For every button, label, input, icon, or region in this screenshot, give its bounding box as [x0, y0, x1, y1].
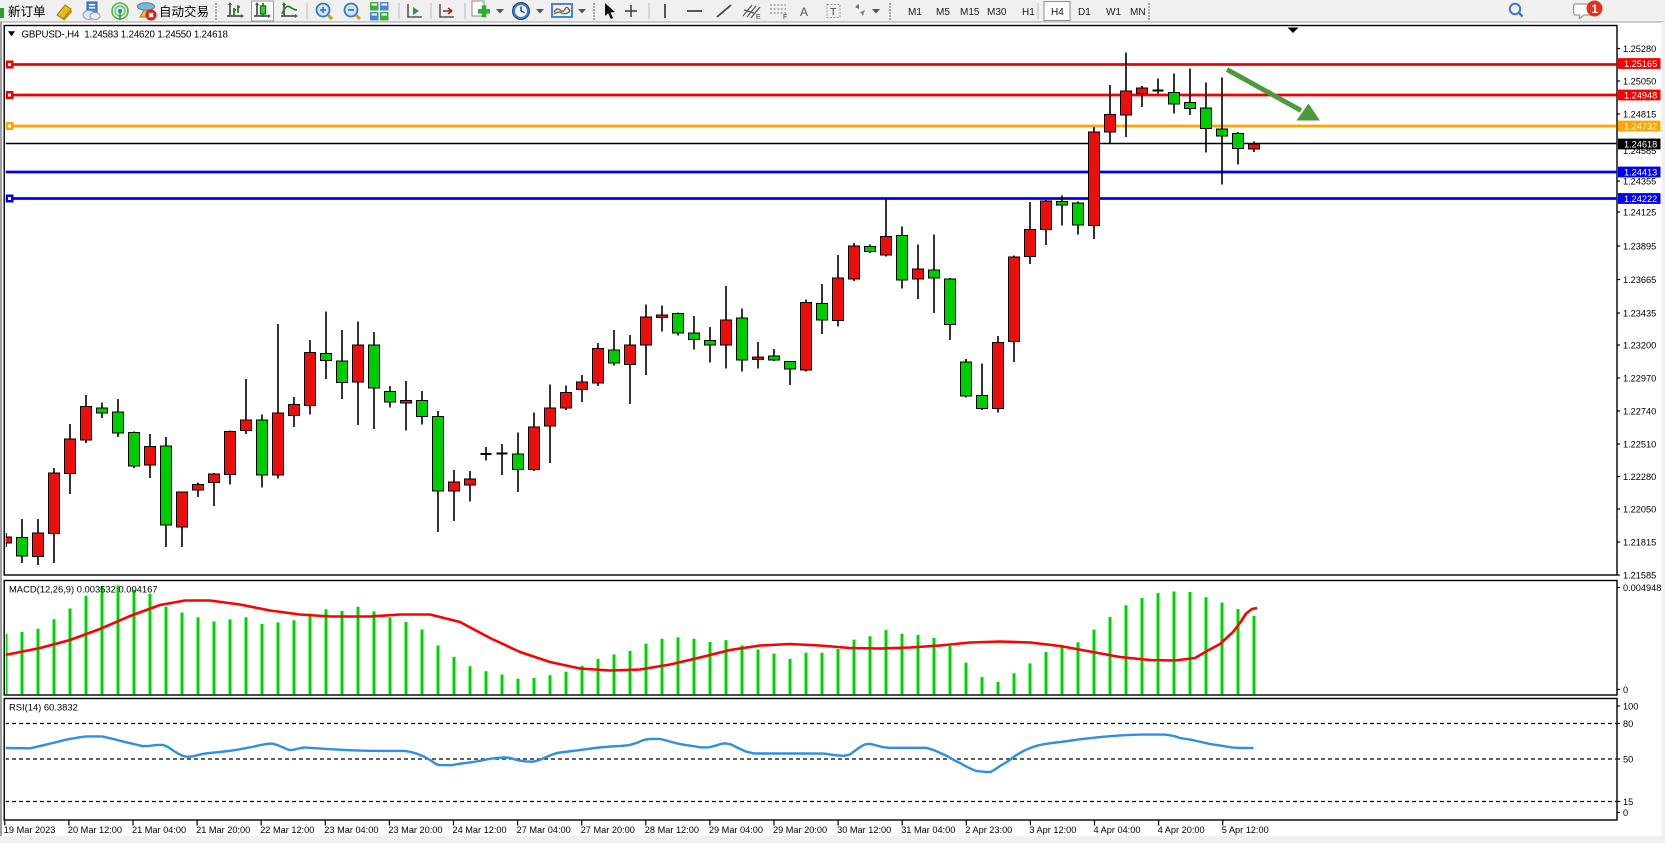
- svg-text:M15: M15: [960, 7, 980, 18]
- svg-text:1.22970: 1.22970: [1623, 373, 1656, 383]
- svg-text:28 Mar 12:00: 28 Mar 12:00: [645, 825, 699, 835]
- svg-text:1.23895: 1.23895: [1623, 241, 1656, 251]
- svg-text:T: T: [830, 6, 837, 18]
- svg-text:H4: H4: [1051, 7, 1064, 18]
- svg-text:1.23665: 1.23665: [1623, 275, 1656, 285]
- svg-text:2 Apr 23:00: 2 Apr 23:00: [965, 825, 1012, 835]
- svg-text:F: F: [783, 14, 787, 21]
- svg-text:30 Mar 12:00: 30 Mar 12:00: [837, 825, 891, 835]
- svg-text:29 Mar 04:00: 29 Mar 04:00: [709, 825, 763, 835]
- svg-text:1.25280: 1.25280: [1623, 44, 1656, 54]
- svg-text:MACD(12,26,9) 0.003532 0.00416: MACD(12,26,9) 0.003532 0.004167: [9, 584, 158, 595]
- svg-text:1.24355: 1.24355: [1623, 176, 1656, 186]
- svg-text:31 Mar 04:00: 31 Mar 04:00: [901, 825, 955, 835]
- svg-text:15: 15: [1623, 797, 1633, 807]
- svg-text:1.23435: 1.23435: [1623, 308, 1656, 318]
- svg-text:27 Mar 04:00: 27 Mar 04:00: [517, 825, 571, 835]
- svg-text:24 Mar 12:00: 24 Mar 12:00: [453, 825, 507, 835]
- svg-text:1.24125: 1.24125: [1623, 207, 1656, 217]
- svg-text:23 Mar 04:00: 23 Mar 04:00: [324, 825, 378, 835]
- svg-text:0: 0: [1623, 808, 1628, 818]
- svg-text:1.24222: 1.24222: [1624, 194, 1657, 204]
- svg-text:A: A: [800, 5, 808, 19]
- svg-text:E: E: [756, 14, 761, 21]
- svg-text:80: 80: [1623, 719, 1633, 729]
- svg-text:20 Mar 12:00: 20 Mar 12:00: [68, 825, 122, 835]
- svg-text:27 Mar 20:00: 27 Mar 20:00: [581, 825, 635, 835]
- svg-text:0: 0: [1623, 685, 1628, 695]
- svg-text:新订单: 新订单: [8, 4, 46, 19]
- svg-text:1.21815: 1.21815: [1623, 537, 1656, 547]
- svg-text:RSI(14) 60.3832: RSI(14) 60.3832: [9, 702, 78, 713]
- svg-text:1.24413: 1.24413: [1624, 167, 1657, 177]
- svg-text:1.22740: 1.22740: [1623, 406, 1656, 416]
- svg-text:M5: M5: [936, 7, 950, 18]
- svg-text:19 Mar 2023: 19 Mar 2023: [4, 825, 56, 835]
- svg-text:1.25050: 1.25050: [1623, 76, 1656, 86]
- svg-text:1.24618: 1.24618: [1624, 139, 1657, 149]
- svg-text:M30: M30: [987, 7, 1007, 18]
- svg-text:1.22510: 1.22510: [1623, 439, 1656, 449]
- svg-text:4 Apr 20:00: 4 Apr 20:00: [1158, 825, 1205, 835]
- svg-text:23 Mar 20:00: 23 Mar 20:00: [388, 825, 442, 835]
- svg-text:D1: D1: [1078, 7, 1091, 18]
- svg-text:1.22280: 1.22280: [1623, 472, 1656, 482]
- svg-text:50: 50: [1623, 754, 1633, 764]
- svg-text:0.004948: 0.004948: [1623, 583, 1661, 593]
- svg-text:5 Apr 12:00: 5 Apr 12:00: [1222, 825, 1269, 835]
- svg-text:1.21585: 1.21585: [1623, 570, 1656, 580]
- svg-text:21 Mar 04:00: 21 Mar 04:00: [132, 825, 186, 835]
- svg-text:自动交易: 自动交易: [159, 4, 209, 19]
- svg-text:100: 100: [1623, 701, 1638, 711]
- svg-text:29 Mar 20:00: 29 Mar 20:00: [773, 825, 827, 835]
- svg-text:GBPUSD-,H4 1.24583 1.24620 1.: GBPUSD-,H4 1.24583 1.24620 1.24550 1.246…: [22, 30, 228, 41]
- svg-text:1.24815: 1.24815: [1623, 109, 1656, 119]
- svg-text:MN: MN: [1130, 7, 1146, 18]
- svg-text:M1: M1: [908, 7, 922, 18]
- svg-text:1.22050: 1.22050: [1623, 504, 1656, 514]
- svg-text:1: 1: [1592, 2, 1599, 16]
- svg-text:H1: H1: [1022, 7, 1035, 18]
- svg-text:1.24948: 1.24948: [1624, 90, 1657, 100]
- svg-text:3 Apr 12:00: 3 Apr 12:00: [1029, 825, 1076, 835]
- svg-text:1.24732: 1.24732: [1624, 121, 1657, 131]
- svg-text:22 Mar 12:00: 22 Mar 12:00: [260, 825, 314, 835]
- svg-text:21 Mar 20:00: 21 Mar 20:00: [196, 825, 250, 835]
- svg-text:1.23200: 1.23200: [1623, 340, 1656, 350]
- svg-text:W1: W1: [1106, 7, 1121, 18]
- svg-text:4 Apr 04:00: 4 Apr 04:00: [1094, 825, 1141, 835]
- svg-text:1.25165: 1.25165: [1624, 59, 1657, 69]
